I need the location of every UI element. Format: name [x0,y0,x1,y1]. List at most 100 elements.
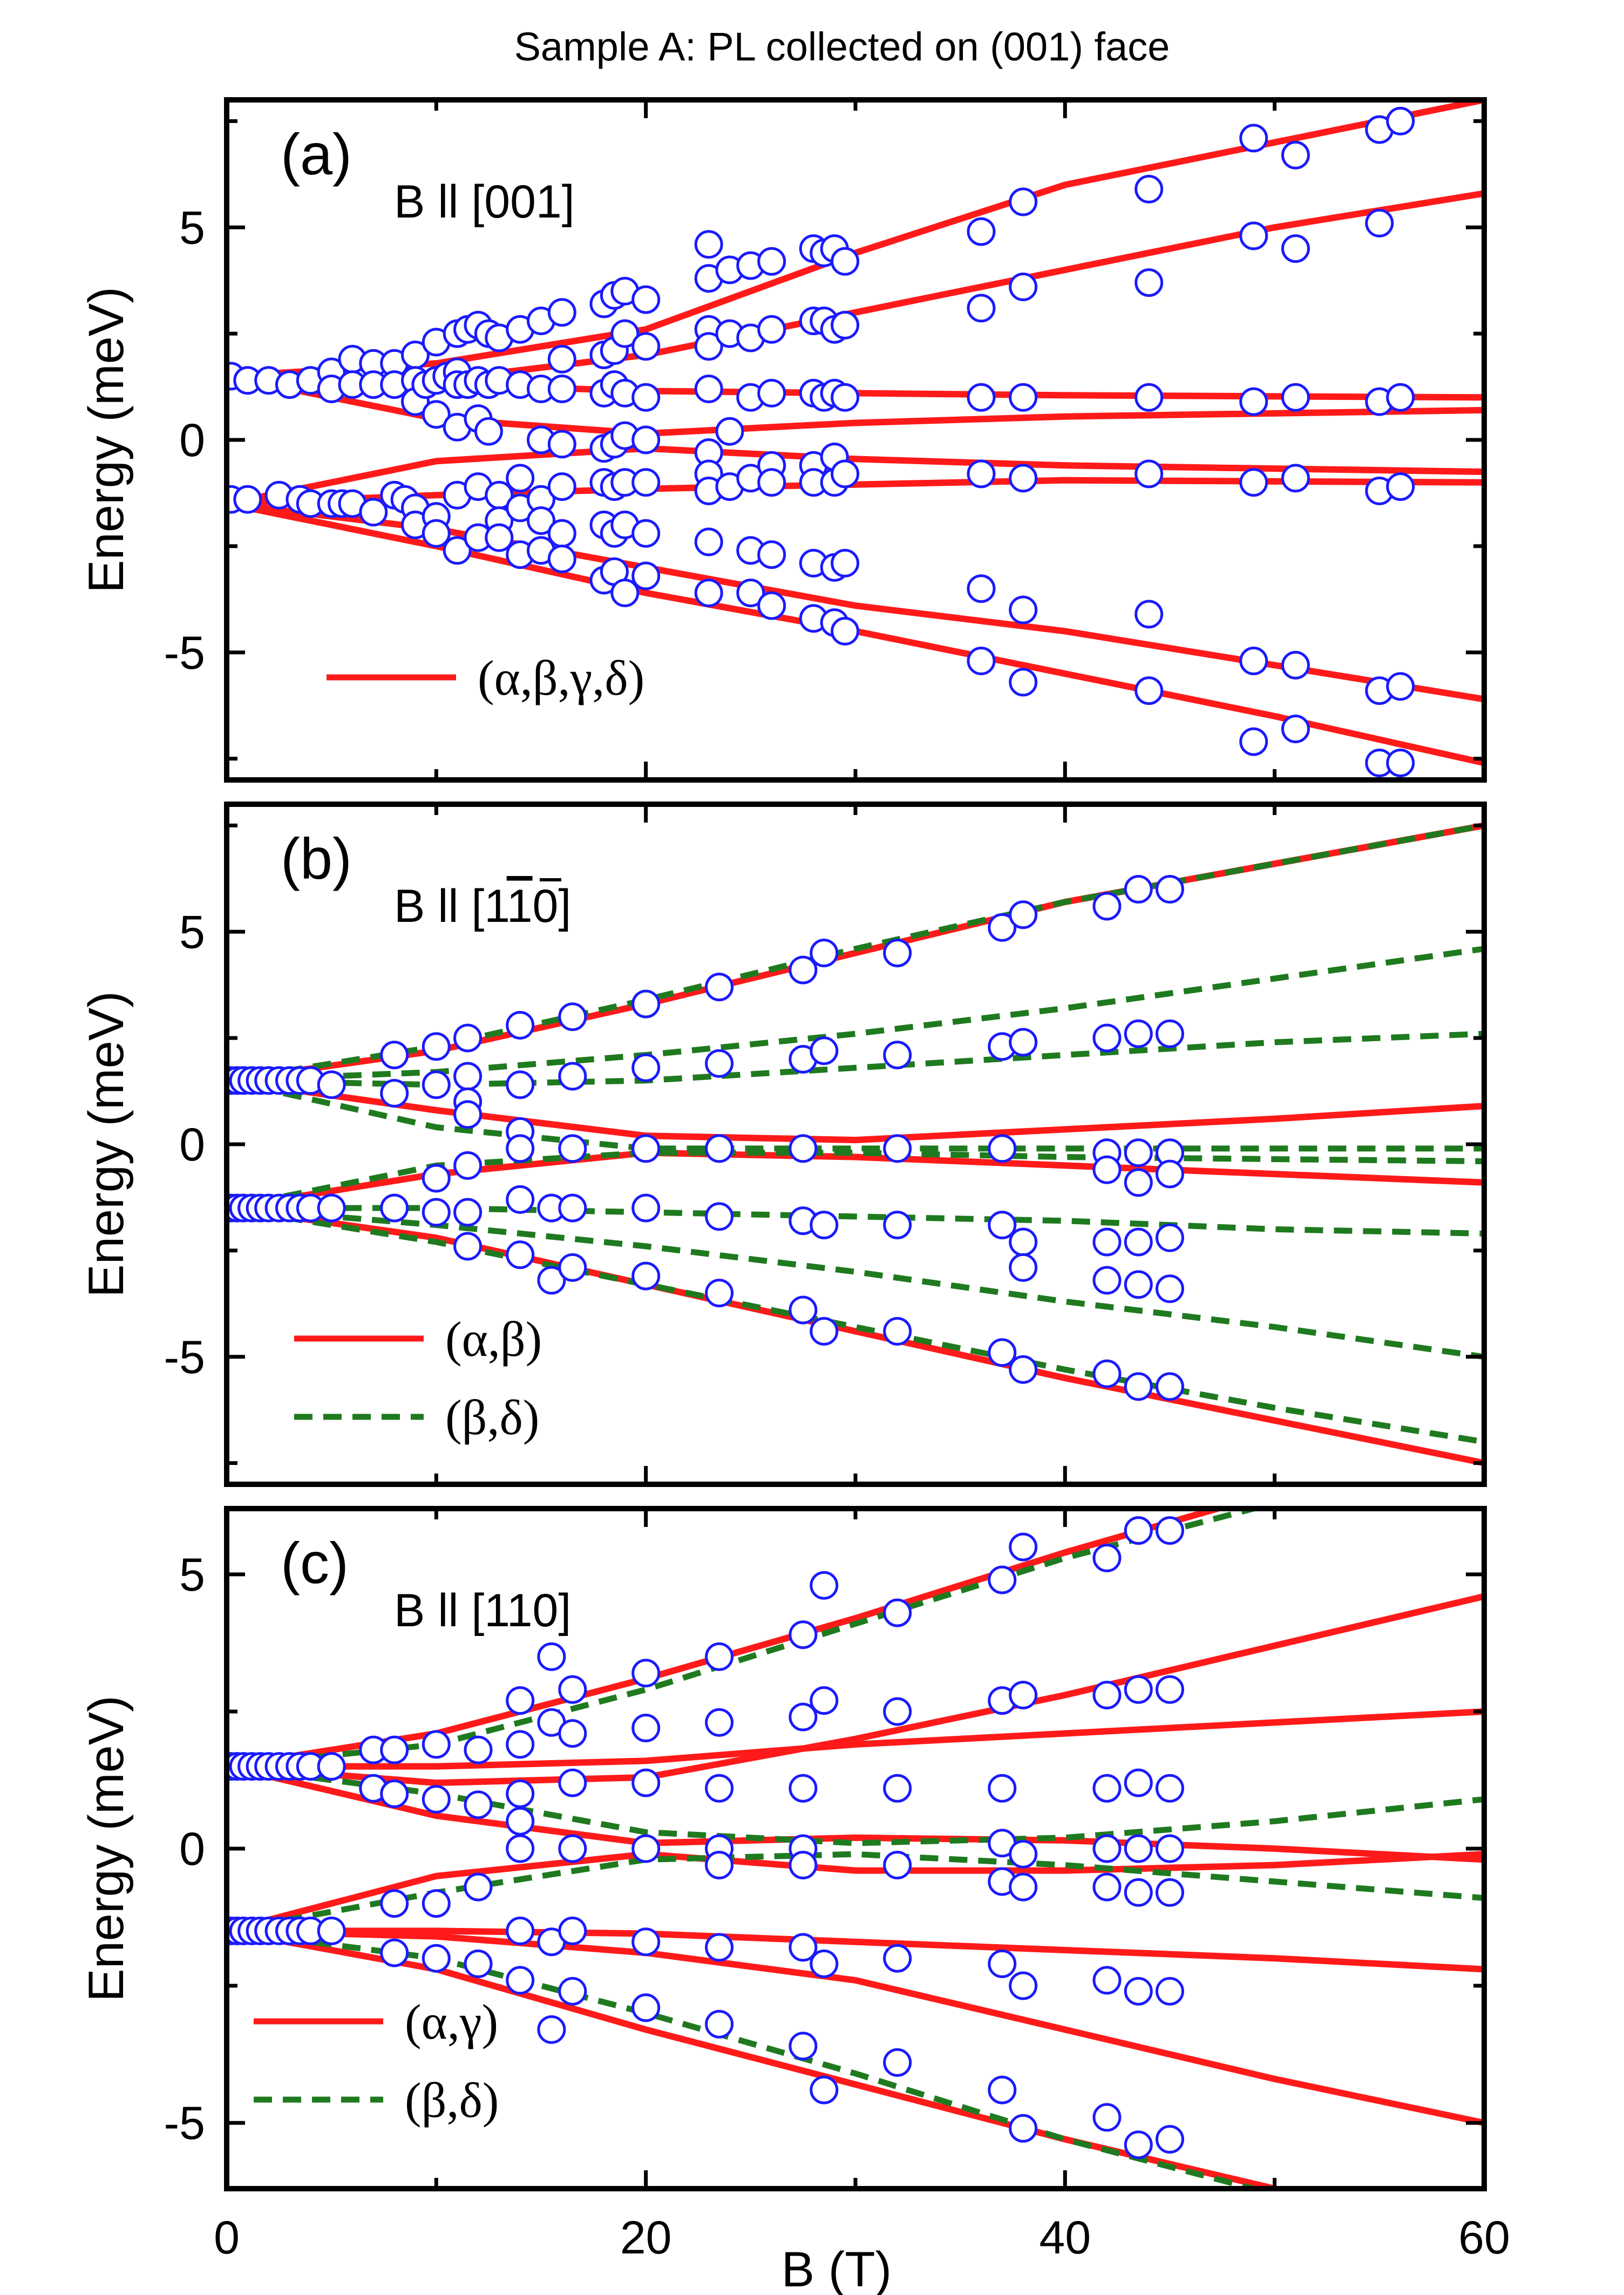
data-point [317,1752,346,1781]
data-point [789,955,818,984]
data-point [547,430,576,459]
data-point [1124,1834,1153,1863]
data-point [631,989,661,1019]
y-tick-label: -5 [164,627,205,679]
data-point [1386,749,1415,777]
data-point [810,1571,839,1600]
data-point [1239,221,1268,250]
data-point [631,1714,661,1742]
data-point [757,378,786,408]
data-point [547,545,576,573]
field-direction-label: B ll [110] [394,1585,571,1637]
data-point [317,1070,346,1099]
data-point [1386,383,1415,412]
data-point [1156,1774,1184,1803]
data-point [380,1193,409,1223]
data-point [506,1916,535,1945]
data-point [1009,1028,1038,1057]
data-point [537,1266,566,1295]
data-point [883,2048,912,2077]
data-point [422,400,451,429]
data-point [631,332,661,361]
data-point [422,1785,451,1814]
data-point [810,1036,839,1065]
data-point [1239,727,1268,756]
data-point [1124,1675,1153,1704]
data-point [380,1938,409,1967]
data-point [1239,647,1268,675]
y-tick-label: -5 [164,1332,205,1383]
data-point [883,1598,912,1627]
data-point [789,1295,818,1325]
data-point [694,230,723,259]
data-point [1124,1878,1153,1907]
y-tick-label: 0 [179,415,205,466]
data-point [547,298,576,327]
data-point [558,1193,587,1223]
data-point [1092,1834,1122,1863]
data-point [631,1659,661,1688]
data-point [1134,174,1164,203]
data-point [1124,1168,1153,1197]
data-point [694,332,723,361]
y-axis-label: Energy (meV) [79,1695,134,2002]
field-label-end: 0] [533,880,572,932]
x-tick-label: 40 [1039,2212,1091,2264]
data-point [464,1790,493,1819]
data-point [883,1851,912,1879]
legend-label: (α,β) [445,1312,542,1367]
data-point [1156,1977,1184,2006]
data-point [380,1041,409,1070]
data-point [1156,1159,1184,1189]
data-point [631,561,661,590]
data-point [1009,1355,1038,1384]
data-point [1386,672,1415,701]
data-point [883,1317,912,1346]
data-point [789,2032,818,2061]
panel-label: (c) [281,1530,349,1595]
data-point [757,247,786,276]
data-point [631,425,661,454]
data-point [1092,1227,1122,1257]
data-point [610,319,640,348]
data-point [705,1279,734,1308]
data-point [967,383,996,412]
data-point [831,310,860,340]
x-tick-label: 0 [214,2212,240,2264]
data-point [631,1261,661,1291]
data-point [1239,124,1268,153]
data-point [506,1966,535,1995]
fit-line-fit5 [227,445,1484,507]
legend-label: (β,δ) [445,1390,539,1445]
data-point [1009,383,1038,412]
data-point [1386,106,1415,135]
data-point [810,1949,839,1978]
data-point [422,1164,451,1193]
data-point [537,2015,566,2044]
data-point [883,1041,912,1070]
field-label-start: B ll [1 [394,880,508,932]
data-point [1124,1227,1153,1257]
data-point [558,1675,587,1704]
data-point [380,1779,409,1808]
y-axis-label: Energy (meV) [79,287,134,593]
data-point [705,1134,734,1163]
data-point [558,1719,587,1748]
plot-area [227,1509,1484,2189]
data-point [464,1949,493,1978]
y-tick-label: 5 [179,906,205,958]
data-point [506,1185,535,1214]
data-point [506,1779,535,1808]
data-point [967,217,996,246]
data-point [359,498,388,527]
data-point [1239,387,1268,416]
data-point [988,1134,1017,1163]
data-point [631,1927,661,1957]
data-point [810,2075,839,2104]
data-point [1156,1274,1184,1303]
data-point [1134,268,1164,297]
legend-label: (β,δ) [405,2073,499,2128]
data-point [967,294,996,323]
data-point [1092,2103,1122,2132]
data-point [506,1686,535,1715]
